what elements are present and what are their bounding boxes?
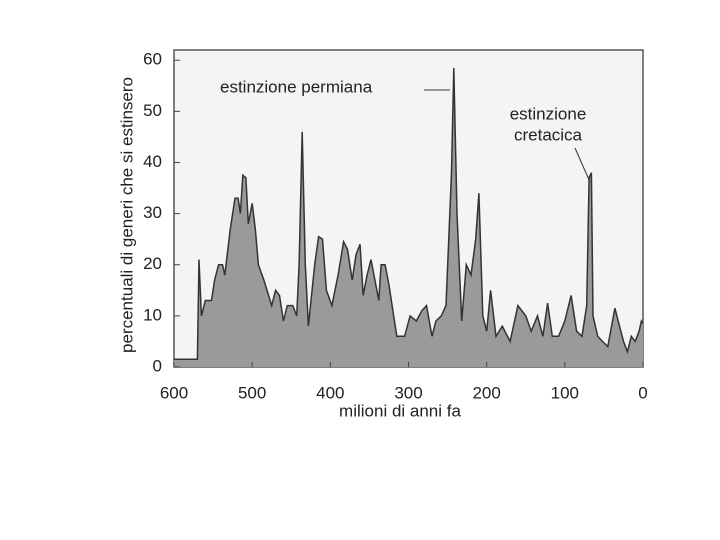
y-tick-label: 20 — [143, 254, 162, 273]
y-tick-label: 60 — [143, 50, 162, 69]
y-tick-label: 0 — [153, 356, 162, 375]
x-tick-label: 300 — [394, 383, 422, 402]
area — [174, 67, 643, 368]
area-outline — [174, 67, 644, 361]
x-tick-label: 600 — [160, 383, 188, 402]
annotation: estinzione — [510, 104, 587, 123]
annotation: cretacica — [514, 125, 583, 144]
x-tick-label: 400 — [316, 383, 344, 402]
y-tick-label: 50 — [143, 101, 162, 120]
x-tick-label: 500 — [238, 383, 266, 402]
x-tick-label: 200 — [472, 383, 500, 402]
marks — [174, 67, 644, 368]
x-tick-label: 100 — [551, 383, 579, 402]
annotation: estinzione permiana — [220, 77, 373, 96]
y-axis-label: percentuali di generi che si estinsero — [117, 77, 136, 353]
y-tick-label: 40 — [143, 152, 162, 171]
annotation-arrow — [574, 147, 591, 183]
y-tick-label: 30 — [143, 203, 162, 222]
y-tick-label: 10 — [143, 305, 162, 324]
x-axis-label: milioni di anni fa — [339, 401, 461, 420]
x-tick-label: 0 — [638, 383, 647, 402]
